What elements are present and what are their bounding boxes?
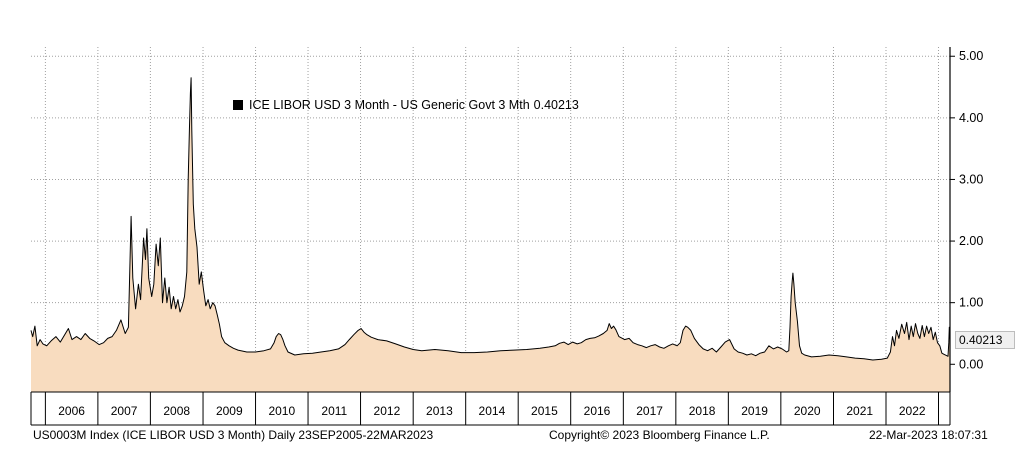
x-tick-label: 2008: [163, 404, 190, 418]
x-tick-label: 2021: [846, 404, 873, 418]
grid-lines: [31, 47, 950, 392]
x-tick-label: 2015: [531, 404, 558, 418]
y-tick-label: 2.00: [959, 234, 983, 248]
spread-line: [30, 77, 951, 361]
x-axis: 2006 2007 2008 2009 2010 2011 2012 2013 2014 2015…: [44, 392, 939, 425]
legend-series-label: ICE LIBOR USD 3 Month - US Generic Govt …: [249, 98, 530, 112]
y-tick-label: 5.00: [959, 49, 983, 63]
x-tick-label: 2019: [741, 404, 768, 418]
x-tick-label: 2010: [268, 404, 295, 418]
y-tick-label: 1.00: [959, 296, 983, 310]
spread-area: [31, 77, 950, 393]
y-tick-label: 0.00: [959, 357, 983, 371]
x-tick-label: 2007: [111, 404, 138, 418]
x-tick-label: 2011: [321, 404, 347, 418]
x-tick-label: 2013: [426, 404, 453, 418]
x-tick-label: 2017: [636, 404, 663, 418]
x-tick-label: 2020: [794, 404, 821, 418]
legend-swatch: [233, 100, 243, 110]
legend-last-value: 0.40213: [533, 98, 579, 112]
last-value-label: 0.40213: [955, 331, 1015, 349]
x-tick-label: 2022: [899, 404, 926, 418]
x-tick-label: 2006: [58, 404, 85, 418]
y-axis: 0.00 1.00 2.00 3.00 4.00 5.00: [950, 49, 983, 371]
x-tick-label: 2012: [374, 404, 401, 418]
footer-copyright: Copyright© 2023 Bloomberg Finance L.P.: [549, 428, 770, 442]
x-tick-label: 2016: [584, 404, 611, 418]
y-tick-label: 4.00: [959, 111, 983, 125]
footer-timestamp: 22-Mar-2023 18:07:31: [869, 428, 988, 442]
x-tick-label: 2014: [479, 404, 506, 418]
y-tick-label: 3.00: [959, 172, 983, 186]
x-tick-label: 2009: [216, 404, 243, 418]
x-tick-label: 2018: [689, 404, 716, 418]
legend: ICE LIBOR USD 3 Month - US Generic Govt …: [233, 98, 579, 112]
plot-frame: [30, 47, 951, 426]
footer-ticker-info: US0003M Index (ICE LIBOR USD 3 Month) Da…: [33, 428, 434, 442]
